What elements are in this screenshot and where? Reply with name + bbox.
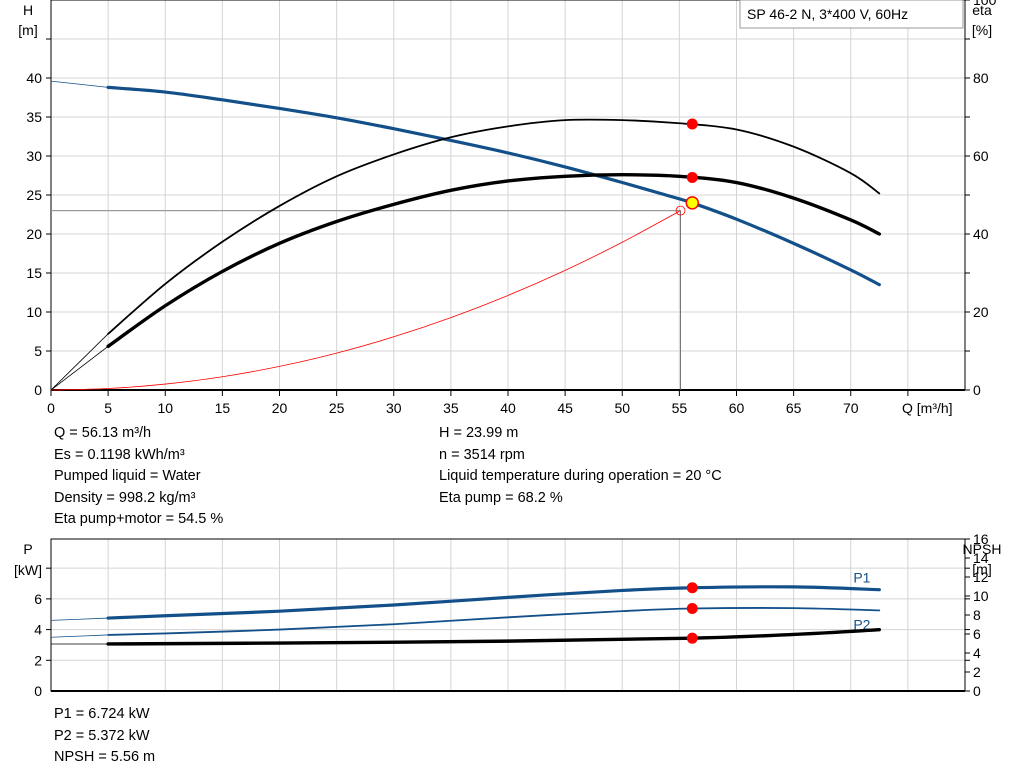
operating-point-marker [685, 196, 700, 210]
qh-xtick-label: 10 [157, 400, 173, 416]
qh-xtick-label: 35 [443, 400, 459, 416]
info-es: Es = 0.1198 kWh/m³ [54, 446, 185, 463]
power-ytick-right-label: 0 [973, 683, 981, 699]
power-ytick-right-label: 10 [973, 588, 989, 604]
series-label-p2: P2 [853, 616, 870, 632]
power-ylabel-left-unit: [kW] [14, 562, 42, 578]
qh-xtick-label: 5 [104, 400, 112, 416]
qh-ytick-left-label: 35 [26, 109, 42, 125]
qh-xtick-label: 60 [729, 400, 745, 416]
curve-eta_thick-extrapolated [50, 346, 109, 391]
info-liquid: Pumped liquid = Water [54, 468, 201, 484]
duty-point-marker [675, 205, 686, 216]
info-n: n = 3514 rpm [439, 446, 525, 463]
info-h: H = 23.99 m [439, 425, 519, 441]
qh-ytick-left-label: 10 [26, 304, 42, 320]
qh-xtick-label: 50 [614, 400, 630, 416]
pump-label-box [739, 0, 964, 29]
curve-eta_thin [107, 118, 881, 335]
series-label-p1: P1 [853, 570, 870, 586]
qh-ylabel-left: H [23, 2, 33, 18]
power-ytick-left-label: 6 [34, 591, 42, 607]
qh-xtick-label: 70 [843, 400, 859, 416]
qh-ytick-right-label: 0 [973, 382, 981, 398]
info-bottom: P1 = 6.724 kW P2 = 5.372 kW NPSH = 5.56 … [54, 704, 155, 769]
power-ytick-right-label: 4 [973, 645, 981, 661]
info-q: Q = 56.13 m³/h [54, 425, 152, 441]
qh-xtick-label: 40 [500, 400, 516, 416]
curve-p2-extrapolated [50, 634, 109, 638]
qh-xlabel: Q [m³/h] [902, 400, 953, 416]
info-p2: P2 = 5.372 kW [54, 727, 150, 744]
power-ytick-right-label: 16 [973, 531, 989, 547]
qh-xtick-label: 30 [386, 400, 402, 416]
qh-xtick-label: 20 [272, 400, 288, 416]
qh-xtick-label: 25 [329, 400, 345, 416]
info-top-left: Q = 56.13 m³/h Es = 0.1198 kWh/m³ Pumped… [54, 423, 223, 531]
operating-point-dot [686, 171, 698, 183]
qh-ytick-left-label: 25 [26, 187, 42, 203]
qh-ytick-right-label: 40 [973, 226, 989, 242]
qh-ytick-left-label: 0 [34, 382, 42, 398]
power-ylabel-right-unit: [m] [972, 561, 991, 577]
info-density: Density = 998.2 kg/m³ [54, 489, 196, 506]
qh-ytick-right-label: 20 [973, 304, 989, 320]
qh-ylabel-right: eta [972, 2, 992, 18]
power-ytick-right-label: 14 [973, 550, 989, 566]
qh-ytick-right-label: 60 [973, 148, 989, 164]
curve-p1-extrapolated [50, 617, 109, 621]
curve-eta_thin-extrapolated [50, 333, 109, 391]
qh-xtick-label: 55 [672, 400, 688, 416]
pump-label: SP 46-2 N, 3*400 V, 60Hz [747, 6, 908, 22]
qh-ylabel-left-unit: [m] [18, 22, 37, 38]
qh-ytick-left-label: 20 [26, 226, 42, 242]
curve-eta_thick [106, 173, 882, 349]
power-ytick-right-label: 8 [973, 607, 981, 623]
curve-p2 [107, 607, 881, 636]
curve-p1 [106, 585, 881, 620]
operating-point-dot [686, 632, 698, 644]
curve-system [50, 210, 681, 391]
qh-ytick-right-label: 100 [973, 0, 997, 8]
power-ytick-right-label: 6 [973, 626, 981, 642]
info-npsh: NPSH = 5.56 m [54, 749, 156, 765]
power-ytick-right-label: 12 [973, 569, 989, 585]
info-temperature: Liquid temperature during operation = 20… [439, 468, 722, 484]
info-eta-pump-motor: Eta pump+motor = 54.5 % [54, 511, 224, 527]
curve-npsh [106, 628, 882, 646]
qh-ytick-left-label: 30 [26, 148, 42, 164]
power-ytick-left-label: 0 [34, 683, 42, 699]
qh-ytick-right-label: 80 [973, 70, 989, 86]
qh-xtick-label: 45 [557, 400, 573, 416]
power-ylabel-right: NPSH [963, 541, 1002, 557]
power-ytick-left-label: 2 [34, 652, 42, 668]
power-ylabel-left: P [23, 541, 32, 557]
operating-point-dot [686, 582, 698, 594]
qh-ytick-left-label: 15 [26, 265, 42, 281]
qh-ytick-left-label: 40 [26, 70, 42, 86]
qh-ylabel-right-unit: [%] [972, 22, 992, 38]
qh-xtick-label: 15 [215, 400, 231, 416]
info-p1: P1 = 6.724 kW [54, 706, 150, 722]
info-top-right: H = 23.99 m n = 3514 rpm Liquid temperat… [439, 423, 722, 509]
operating-point-dot [686, 118, 698, 130]
qh-xtick-label: 0 [47, 400, 55, 416]
curve-head [106, 85, 881, 287]
operating-point-dot [686, 603, 698, 615]
power-ytick-right-label: 2 [973, 664, 981, 680]
curve-head-extrapolated [50, 80, 109, 88]
power-ytick-left-label: 4 [34, 622, 42, 638]
info-eta-pump: Eta pump = 68.2 % [439, 489, 563, 506]
qh-xtick-label: 65 [786, 400, 802, 416]
qh-ytick-left-label: 5 [34, 343, 42, 359]
